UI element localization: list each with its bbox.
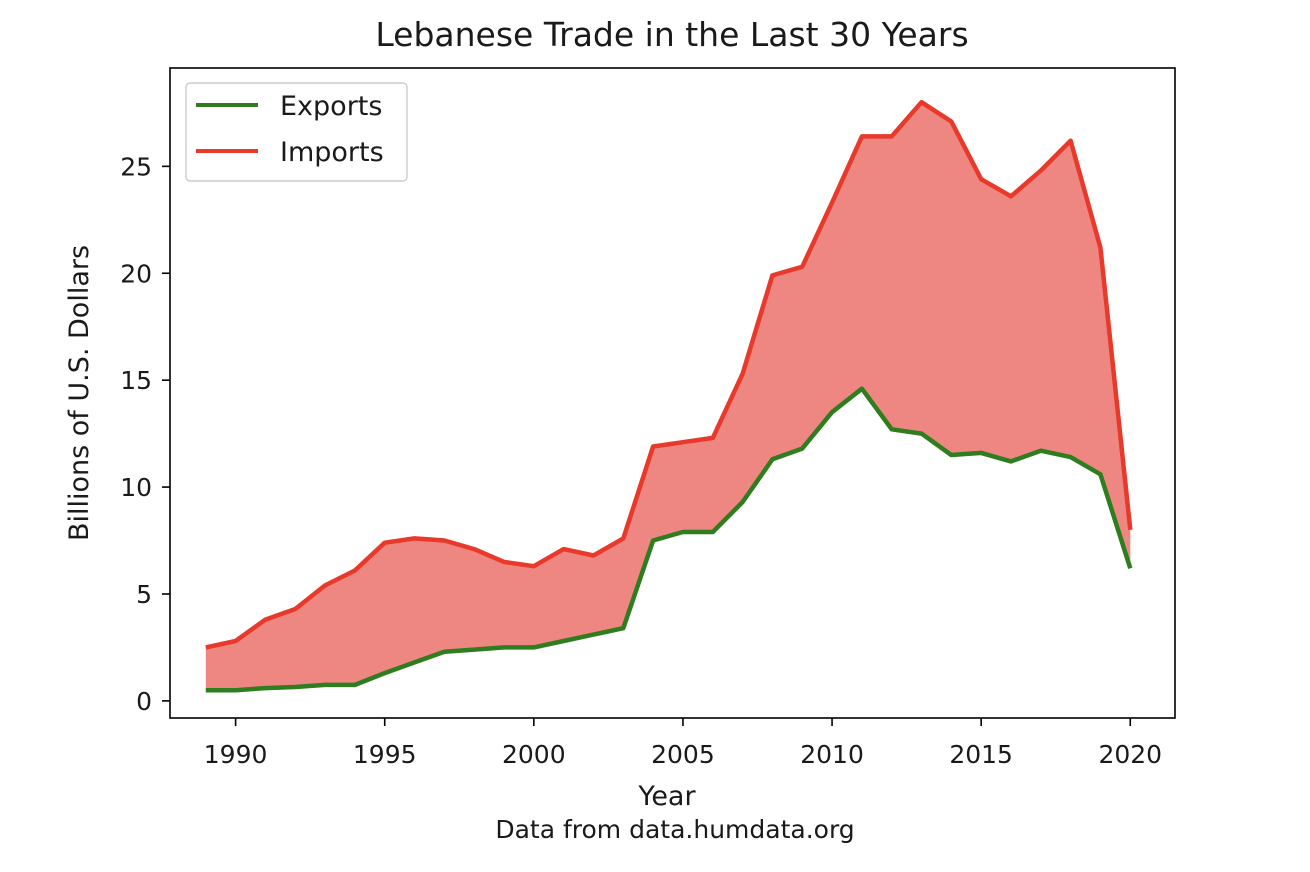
- legend-label-imports: Imports: [280, 137, 384, 168]
- y-tick-label: 10: [120, 473, 152, 502]
- y-tick-label: 5: [136, 580, 152, 609]
- y-tick-label: 15: [120, 366, 152, 395]
- legend-box: [185, 82, 408, 182]
- y-axis: 0 5 10 15 20 25: [120, 152, 170, 716]
- trade-gap-area: [205, 102, 1131, 691]
- x-axis: 1990 1995 2000 2005 2010 2015 2020: [204, 718, 1162, 769]
- y-tick-label: 0: [136, 687, 152, 716]
- x-tick-label: 2005: [651, 740, 715, 769]
- plot-area: [169, 67, 1176, 719]
- plot-frame: [169, 67, 1176, 719]
- series-line-imports: [205, 99, 1133, 650]
- x-tick-label: 2000: [502, 740, 566, 769]
- x-tick-label: 1995: [353, 740, 417, 769]
- source-caption: Data from data.humdata.org: [495, 815, 854, 844]
- x-tick-label: 2020: [1098, 740, 1162, 769]
- x-tick-label: 2010: [800, 740, 864, 769]
- x-axis-label: Year: [637, 781, 696, 812]
- y-axis-label: Billions of U.S. Dollars: [64, 245, 95, 541]
- legend: Exports Imports: [185, 82, 408, 182]
- x-tick-label: 1990: [204, 740, 268, 769]
- y-tick-label: 25: [120, 152, 152, 181]
- y-tick-label: 20: [120, 259, 152, 288]
- x-tick-label: 2015: [949, 740, 1013, 769]
- series-line-exports: [205, 386, 1133, 693]
- legend-label-exports: Exports: [280, 91, 382, 122]
- chart-title: Lebanese Trade in the Last 30 Years: [375, 15, 968, 54]
